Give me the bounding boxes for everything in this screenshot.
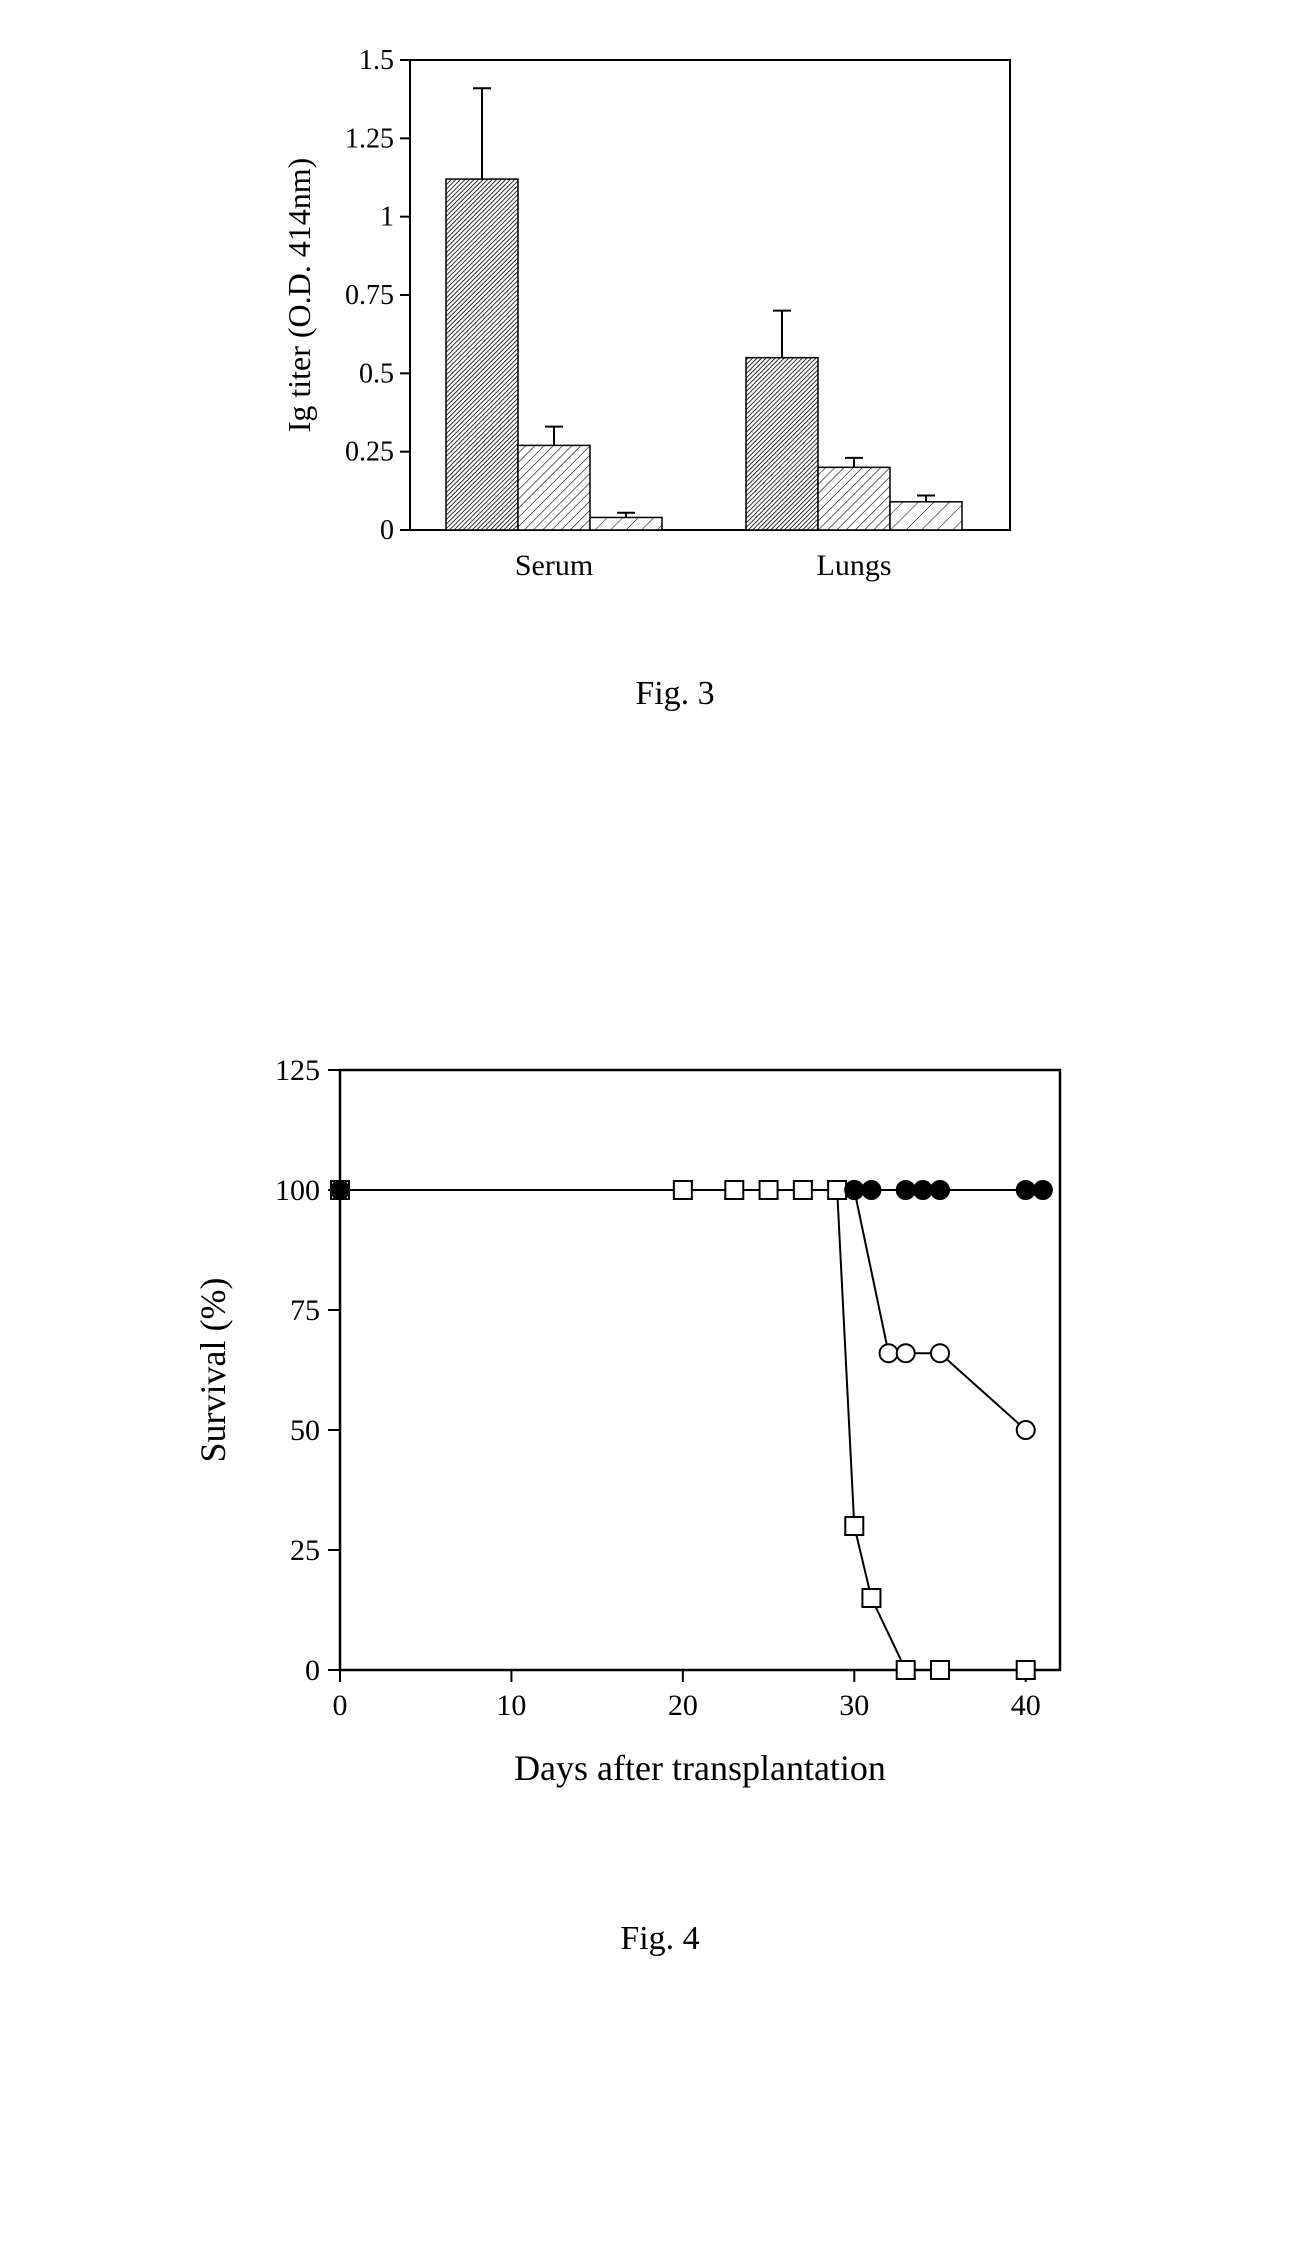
- svg-text:Survival (%): Survival (%): [193, 1278, 233, 1463]
- svg-text:125: 125: [275, 1054, 320, 1087]
- svg-text:Days after transplantation: Days after transplantation: [514, 1748, 886, 1788]
- figure-3-caption: Fig. 3: [260, 675, 1090, 713]
- line-chart-fig4: 0 25 50 75 100 125 0 10 20 30 40 Survival (%) Days a…: [170, 1050, 1150, 1890]
- svg-text:0: 0: [333, 1689, 348, 1722]
- svg-text:0.75: 0.75: [345, 280, 394, 311]
- svg-text:1: 1: [380, 202, 394, 233]
- svg-text:Serum: Serum: [515, 549, 593, 582]
- svg-text:1.25: 1.25: [345, 123, 394, 154]
- svg-text:40: 40: [1011, 1689, 1041, 1722]
- svg-text:Ig titer (O.D. 414nm): Ig titer (O.D. 414nm): [281, 158, 317, 433]
- svg-text:100: 100: [275, 1174, 320, 1207]
- svg-text:25: 25: [290, 1534, 320, 1567]
- bar-chart-fig3: 0 0.25 0.5 0.75 1 1.25 1.5 Ig titer (O.D. 414nm…: [260, 40, 1090, 650]
- svg-text:0: 0: [305, 1654, 320, 1687]
- svg-text:30: 30: [839, 1689, 869, 1722]
- svg-text:0.5: 0.5: [359, 358, 394, 389]
- svg-text:0: 0: [380, 515, 394, 546]
- svg-text:75: 75: [290, 1294, 320, 1327]
- svg-text:Lungs: Lungs: [817, 549, 892, 582]
- figure-4-caption: Fig. 4: [170, 1920, 1150, 1958]
- svg-text:20: 20: [668, 1689, 698, 1722]
- svg-text:10: 10: [496, 1689, 526, 1722]
- svg-text:1.5: 1.5: [359, 45, 394, 76]
- figure-3: 0 0.25 0.5 0.75 1 1.25 1.5 Ig titer (O.D. 414nm…: [260, 40, 1090, 713]
- page: 0 0.25 0.5 0.75 1 1.25 1.5 Ig titer (O.D. 414nm…: [0, 0, 1314, 2267]
- svg-text:50: 50: [290, 1414, 320, 1447]
- svg-text:0.25: 0.25: [345, 437, 394, 468]
- figure-4: 0 25 50 75 100 125 0 10 20 30 40 Survival (%) Days a…: [170, 1050, 1150, 1958]
